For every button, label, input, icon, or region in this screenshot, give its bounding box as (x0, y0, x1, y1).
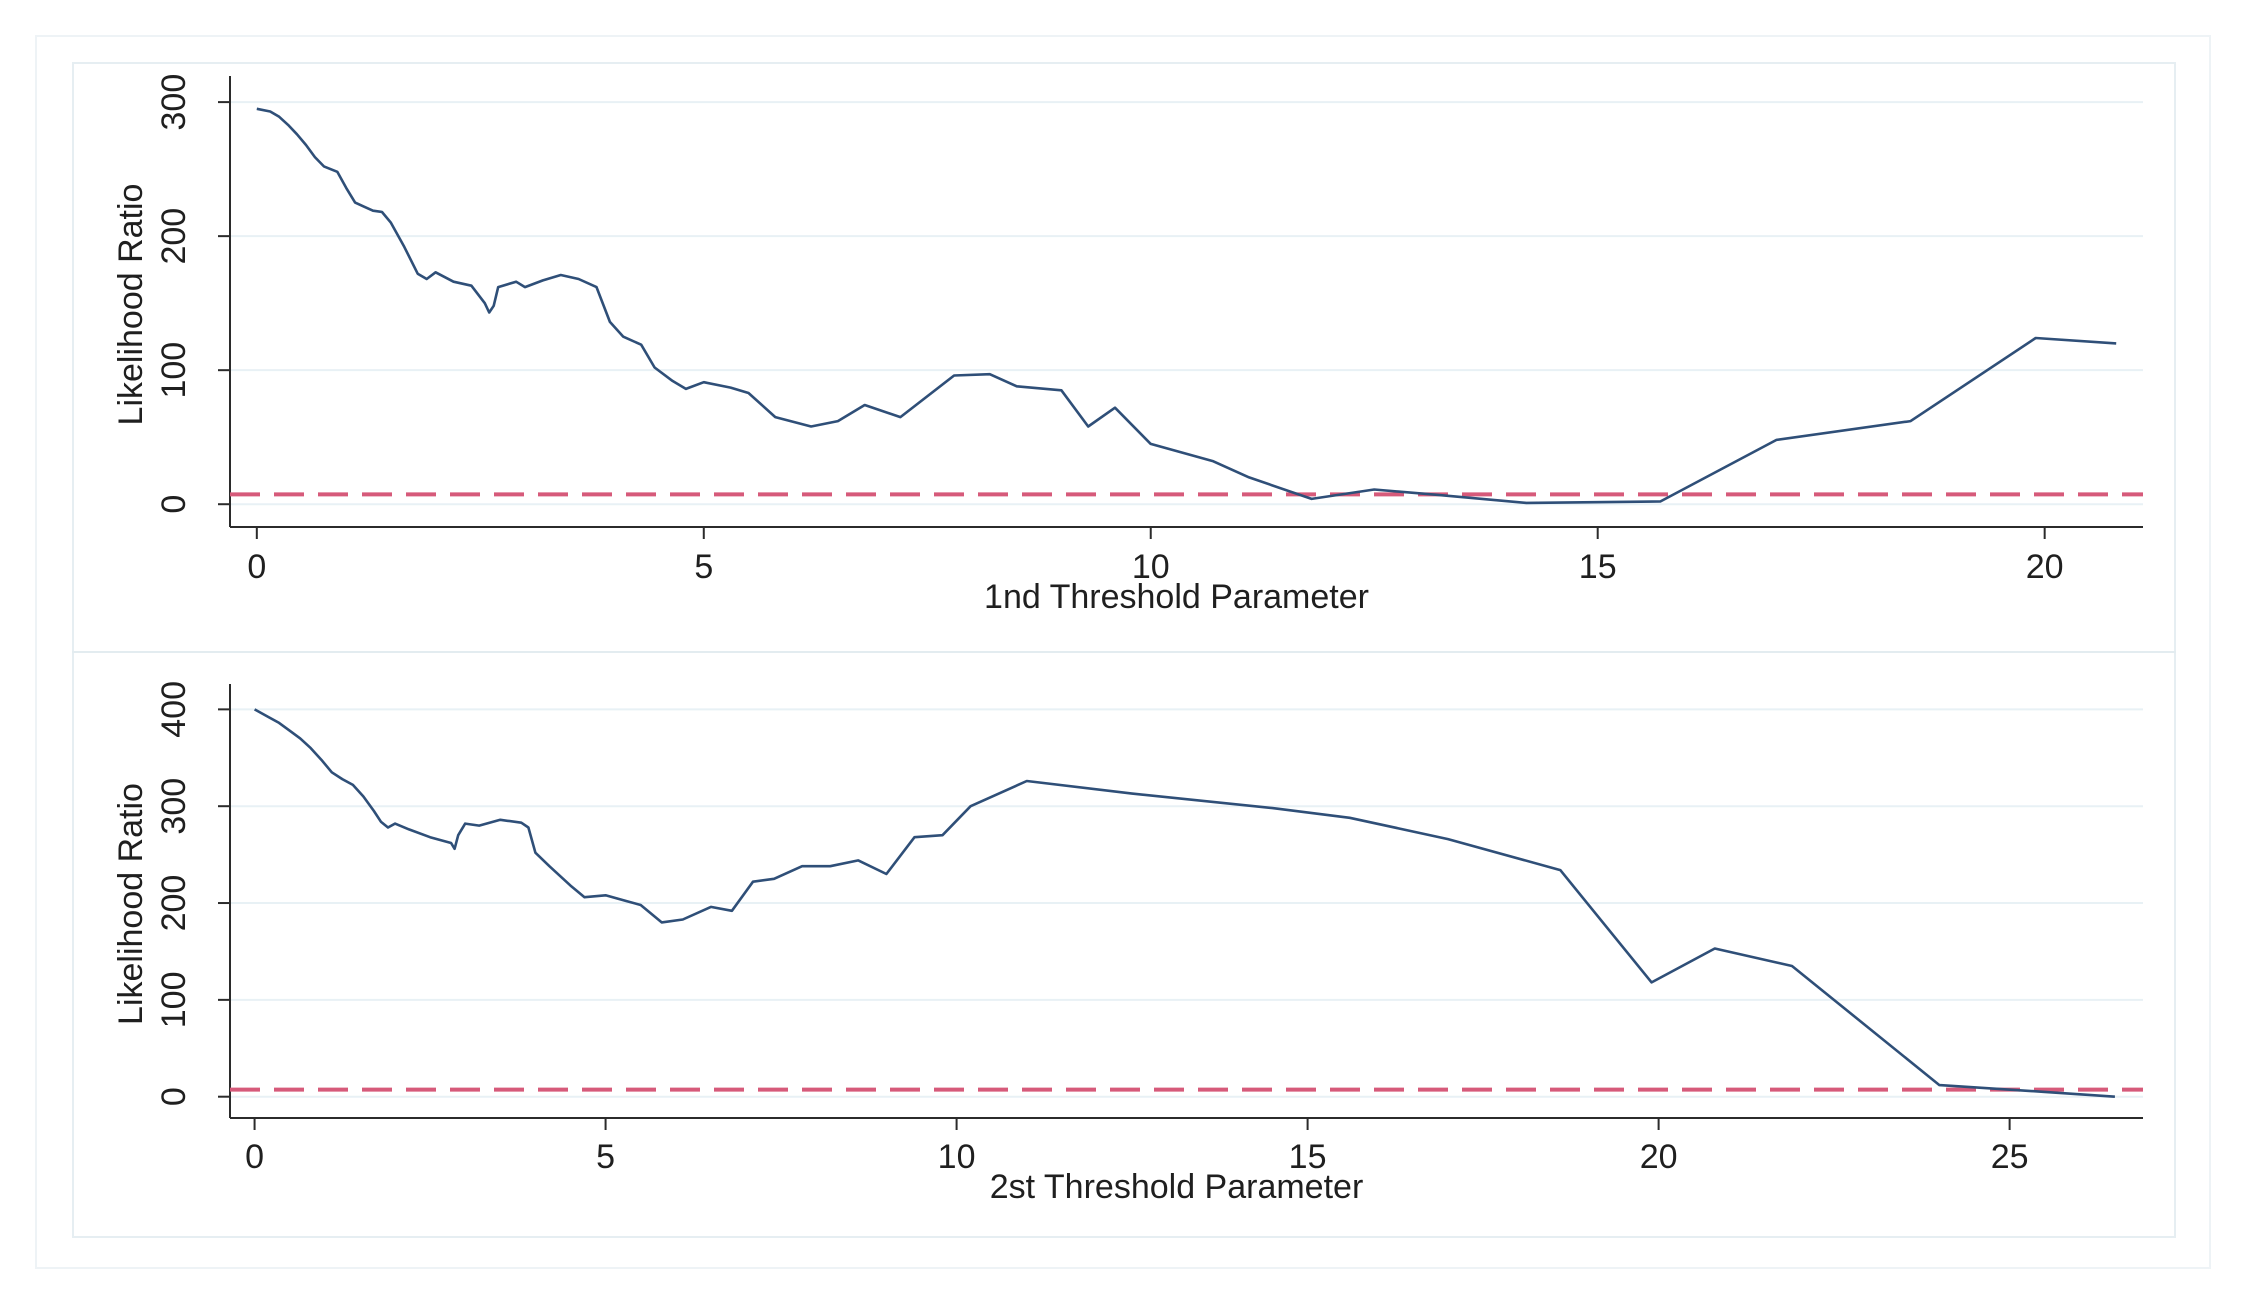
inner-frame (72, 62, 2176, 1238)
x-tick-label: 10 (1132, 548, 1170, 586)
bottom-panel: 0 100 200 300 400 0 5 10 15 20 25 2st Threshold Par… (112, 681, 2143, 1206)
x-tick-label: 5 (694, 548, 713, 586)
y-tick-label: 0 (155, 495, 193, 514)
x-axis-title: 2st Threshold Parameter (990, 1168, 1364, 1206)
x-tick-label: 0 (245, 1138, 264, 1176)
y-tick-label: 400 (155, 681, 193, 738)
y-tick-label: 300 (155, 778, 193, 835)
likelihood-ratio-series-line (256, 107, 2117, 505)
y-tick-label: 300 (155, 74, 193, 131)
x-tick-label: 15 (1579, 548, 1617, 586)
x-tick-label: 5 (596, 1138, 615, 1176)
x-tick-label: 15 (1289, 1138, 1327, 1176)
x-axis-title: 1nd Threshold Parameter (984, 578, 1369, 616)
x-tick-label: 20 (2026, 548, 2064, 586)
x-tick-label: 10 (938, 1138, 976, 1176)
x-tick-label: 0 (247, 548, 266, 586)
likelihood-ratio-series-line (253, 708, 2115, 1098)
top-panel: 0 100 200 300 0 5 10 15 20 1nd Threshold Paramete… (112, 74, 2143, 616)
x-tick-label: 20 (1640, 1138, 1678, 1176)
y-axis-title: Likelihood Ratio (112, 783, 150, 1025)
y-tick-label: 0 (155, 1087, 193, 1106)
y-tick-label: 100 (155, 971, 193, 1028)
x-tick-label: 25 (1991, 1138, 2029, 1176)
y-tick-label: 200 (155, 208, 193, 265)
y-tick-label: 200 (155, 875, 193, 932)
y-tick-label: 100 (155, 342, 193, 399)
y-axis-title: Likelihood Ratio (112, 184, 150, 426)
